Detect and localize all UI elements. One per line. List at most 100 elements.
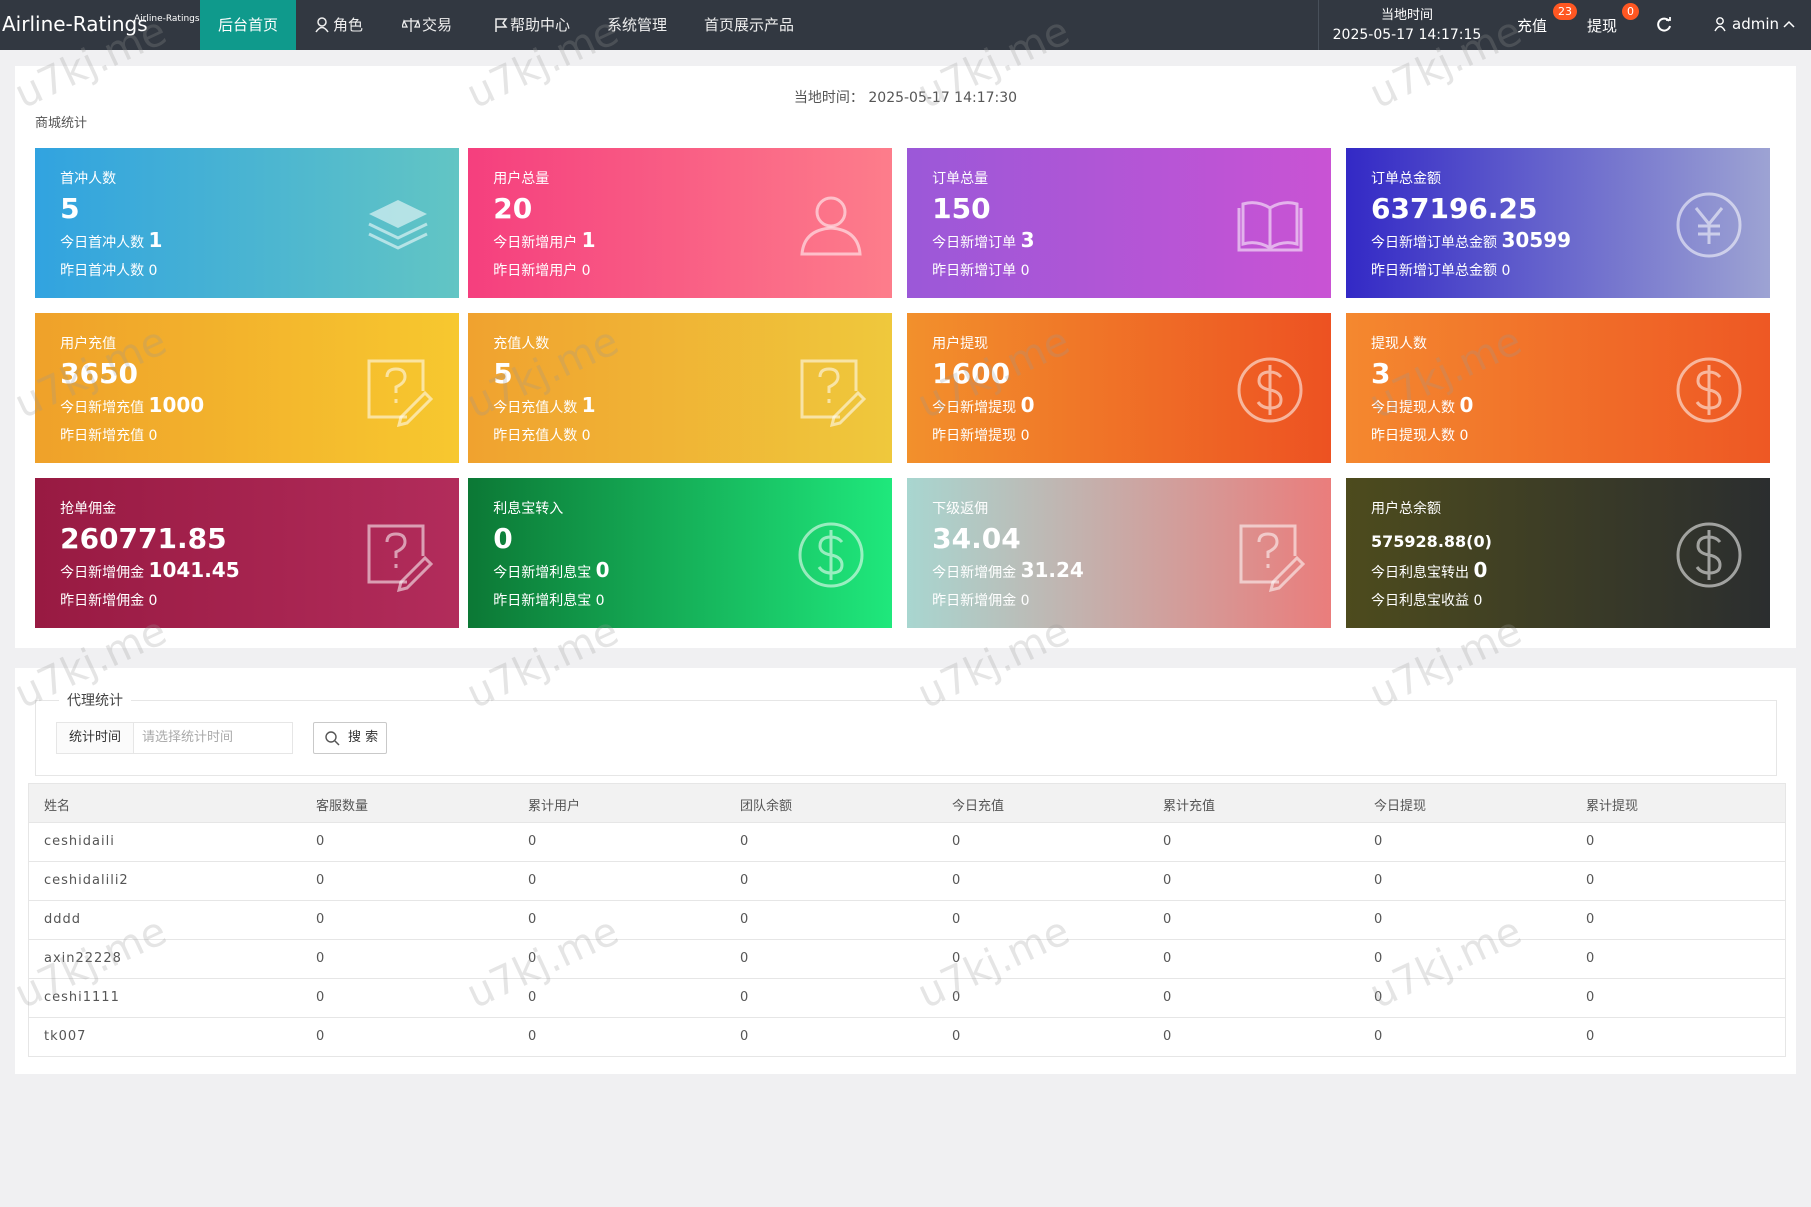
card-title: 订单总金额 <box>1371 171 1442 187</box>
table-cell: 0 <box>1163 1029 1173 1044</box>
table-cell: 0 <box>952 873 962 888</box>
card-icon <box>1676 357 1742 423</box>
caret-icon <box>1783 20 1795 28</box>
card-value: 0 <box>493 522 513 555</box>
card-line: 今日新增佣金 31.24 <box>932 558 1084 582</box>
table-row: ceshidalili2 0 0 0 0 0 0 0 <box>29 861 1785 900</box>
nav-label: 交易 <box>421 16 452 34</box>
time-value: 2025-05-17 14:17:15 <box>1332 27 1482 43</box>
agent-table: 姓名 客服数量 累计用户 团队余额 今日充值 累计充值 今日提现 累计提现 ceshidaili… <box>28 783 1786 1057</box>
stat-card: 充值人数 5 今日充值人数 1 昨日充值人数 0 <box>468 313 893 463</box>
card-title: 下级返佣 <box>932 501 989 517</box>
line-value: 30599 <box>1501 228 1572 252</box>
line-label: 昨日提现人数 <box>1371 428 1456 444</box>
column-header: 累计用户 <box>528 799 581 814</box>
divider <box>1318 0 1319 50</box>
table-row: axin22228 0 0 0 0 0 0 0 <box>29 939 1785 978</box>
user-menu[interactable]: admin <box>1732 15 1779 33</box>
card-icon <box>368 200 428 250</box>
table-cell: 0 <box>740 990 750 1005</box>
top-bar: Airline-Ratings Airline-Ratings 后台首页 角色 … <box>0 0 1811 50</box>
table-cell: 0 <box>1586 990 1596 1005</box>
line-value: 3 <box>1020 228 1035 252</box>
line-label: 今日新增用户 <box>493 235 578 251</box>
line-label: 昨日新增佣金 <box>60 593 145 609</box>
table-cell: dddd <box>44 912 82 927</box>
stat-card: 用户提现 1600 今日新增提现 0 昨日新增提现 0 <box>907 313 1332 463</box>
overview-panel: 当地时间： 2025-05-17 14:17:30 商城统计 首冲人数 5 今日首冲… <box>15 66 1796 648</box>
withdraw-link[interactable]: 提现 <box>1587 17 1618 35</box>
nav-item[interactable]: 后台首页 <box>200 0 296 50</box>
card-line: 昨日充值人数 0 <box>493 425 590 445</box>
line-label: 今日新增充值 <box>60 400 145 416</box>
line-label: 今日提现人数 <box>1371 400 1456 416</box>
table-cell: 0 <box>316 834 326 849</box>
table-cell: 0 <box>1374 873 1384 888</box>
date-input[interactable]: 请选择统计时间 <box>133 722 293 754</box>
line-label: 今日新增订单 <box>932 235 1017 251</box>
time-value: 2025-05-17 14:17:30 <box>868 90 1018 106</box>
card-line: 昨日新增订单 0 <box>932 260 1029 280</box>
nav-item[interactable]: 首页展示产品 <box>703 16 794 34</box>
nav-item[interactable]: 交易 <box>396 0 462 50</box>
card-value: 1600 <box>932 357 1011 390</box>
card-line: 昨日新增佣金 0 <box>932 590 1029 610</box>
column-header: 姓名 <box>44 799 71 814</box>
trade-icon <box>402 18 420 32</box>
card-line: 昨日新增充值 0 <box>60 425 157 445</box>
column-header: 今日提现 <box>1374 799 1427 814</box>
table-cell: ceshidaili <box>44 834 115 849</box>
search-button[interactable]: 搜 索 <box>313 722 387 754</box>
table-cell: 0 <box>952 1029 962 1044</box>
line-label: 今日新增利息宝 <box>493 565 592 581</box>
card-value: 637196.25 <box>1371 192 1538 225</box>
card-icon <box>1237 201 1303 252</box>
table-cell: 0 <box>1586 873 1596 888</box>
table-cell: 0 <box>1586 834 1596 849</box>
table-cell: ceshidalili2 <box>44 873 129 888</box>
table-cell: 0 <box>1374 951 1384 966</box>
line-label: 昨日新增提现 <box>932 428 1017 444</box>
card-value: 575928.88(0) <box>1371 532 1492 551</box>
column-header: 团队余额 <box>740 799 793 814</box>
line-value: 31.24 <box>1020 558 1084 582</box>
card-title: 首冲人数 <box>60 171 117 187</box>
card-title: 提现人数 <box>1371 336 1428 352</box>
table-cell: 0 <box>1374 912 1384 927</box>
nav-item[interactable]: 角色 <box>308 0 374 50</box>
card-value: 34.04 <box>932 522 1021 555</box>
table-cell: ceshi1111 <box>44 990 120 1005</box>
table-cell: 0 <box>316 873 326 888</box>
filter-fieldset <box>35 700 1777 776</box>
nav-item[interactable]: 帮助中心 <box>488 0 578 50</box>
card-line: 今日提现人数 0 <box>1371 393 1473 417</box>
card-value: 150 <box>932 192 991 225</box>
line-value: 1 <box>581 393 596 417</box>
card-line: 昨日新增提现 0 <box>932 425 1029 445</box>
table-cell: 0 <box>740 873 750 888</box>
line-value: 1 <box>581 228 596 252</box>
line-value: 0 <box>595 558 610 582</box>
line-value: 0 <box>581 428 591 444</box>
card-value: 5 <box>60 192 80 225</box>
card-line: 昨日新增佣金 0 <box>60 590 157 610</box>
table-cell: 0 <box>316 951 326 966</box>
help-icon <box>495 18 508 32</box>
logo[interactable]: Airline-Ratings <box>2 12 148 36</box>
refresh-icon[interactable] <box>1657 17 1672 32</box>
table-row: dddd 0 0 0 0 0 0 0 <box>29 900 1785 939</box>
table-cell: 0 <box>316 912 326 927</box>
line-value: 0 <box>1473 593 1483 609</box>
card-title: 充值人数 <box>493 336 550 352</box>
table-cell: 0 <box>1163 951 1173 966</box>
line-label: 今日充值人数 <box>493 400 578 416</box>
card-line: 昨日新增利息宝 0 <box>493 590 604 610</box>
line-label: 昨日新增订单 <box>932 263 1017 279</box>
nav-item[interactable]: 系统管理 <box>606 16 667 34</box>
section-title: 代理统计 <box>59 690 131 710</box>
table-cell: 0 <box>316 990 326 1005</box>
line-label: 昨日首冲人数 <box>60 263 145 279</box>
withdraw-badge: 0 <box>1622 3 1639 20</box>
recharge-link[interactable]: 充值 <box>1517 17 1548 35</box>
